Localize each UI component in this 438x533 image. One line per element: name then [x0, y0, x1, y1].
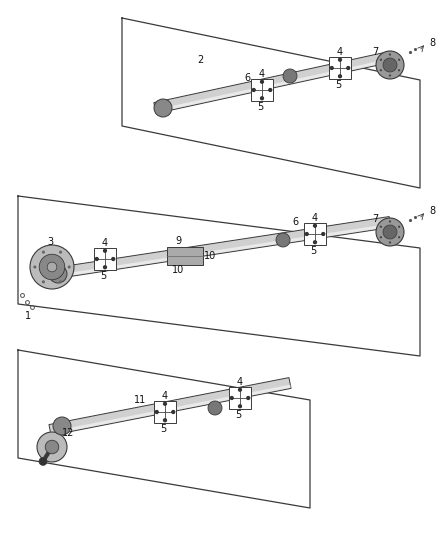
Circle shape — [53, 417, 71, 435]
Circle shape — [380, 225, 382, 228]
Circle shape — [314, 241, 316, 244]
Text: 10: 10 — [172, 265, 184, 275]
Bar — [329, 57, 351, 79]
Circle shape — [269, 88, 272, 92]
Circle shape — [380, 69, 382, 71]
Text: 5: 5 — [335, 80, 341, 90]
Text: 11: 11 — [134, 395, 146, 405]
Text: 12: 12 — [62, 428, 74, 438]
Circle shape — [398, 69, 400, 71]
Circle shape — [322, 232, 325, 236]
Circle shape — [39, 457, 47, 465]
Circle shape — [103, 266, 106, 269]
Circle shape — [339, 75, 342, 78]
Text: 5: 5 — [100, 271, 106, 281]
Circle shape — [230, 397, 233, 399]
Circle shape — [155, 410, 158, 414]
Text: 5: 5 — [257, 102, 263, 112]
Circle shape — [347, 67, 350, 69]
Circle shape — [239, 389, 241, 391]
Polygon shape — [154, 53, 386, 114]
Text: 4: 4 — [237, 377, 243, 387]
Text: 4: 4 — [312, 213, 318, 223]
Polygon shape — [155, 60, 386, 112]
Circle shape — [380, 236, 382, 238]
Text: 9: 9 — [175, 236, 181, 246]
Circle shape — [103, 249, 106, 252]
Circle shape — [389, 75, 391, 77]
Text: 4: 4 — [102, 238, 108, 248]
Circle shape — [37, 432, 67, 462]
Bar — [154, 401, 176, 423]
Circle shape — [389, 241, 391, 244]
Circle shape — [389, 220, 391, 223]
Text: 7: 7 — [372, 214, 378, 224]
Circle shape — [30, 245, 74, 289]
Bar — [304, 223, 326, 245]
Circle shape — [283, 69, 297, 83]
Text: 6: 6 — [292, 217, 298, 227]
Bar — [167, 247, 203, 265]
Circle shape — [276, 233, 290, 247]
Circle shape — [252, 88, 255, 92]
Circle shape — [376, 218, 404, 246]
Polygon shape — [49, 216, 391, 279]
Polygon shape — [50, 224, 391, 279]
Circle shape — [339, 58, 342, 61]
Text: 8: 8 — [429, 206, 435, 216]
Text: 8: 8 — [429, 38, 435, 48]
Circle shape — [172, 410, 175, 414]
Circle shape — [389, 53, 391, 55]
Bar — [251, 79, 273, 101]
Circle shape — [380, 59, 382, 61]
Circle shape — [239, 405, 241, 408]
Circle shape — [383, 225, 397, 239]
Circle shape — [112, 257, 115, 261]
Text: 5: 5 — [235, 410, 241, 420]
Circle shape — [398, 236, 400, 238]
Circle shape — [261, 80, 263, 83]
Text: 5: 5 — [160, 424, 166, 434]
Text: 2: 2 — [197, 55, 203, 65]
Circle shape — [261, 97, 263, 100]
Circle shape — [39, 254, 65, 280]
Text: 5: 5 — [310, 246, 316, 256]
Circle shape — [42, 251, 45, 254]
Circle shape — [314, 224, 316, 227]
Circle shape — [163, 419, 166, 422]
Text: 1: 1 — [25, 311, 31, 321]
Bar — [94, 248, 116, 270]
Polygon shape — [50, 385, 291, 434]
Polygon shape — [49, 377, 291, 435]
Circle shape — [33, 265, 36, 269]
Circle shape — [154, 99, 172, 117]
Circle shape — [47, 262, 57, 272]
Text: 7: 7 — [372, 47, 378, 57]
Text: 4: 4 — [337, 47, 343, 57]
Text: 6: 6 — [244, 73, 250, 83]
Circle shape — [67, 265, 71, 269]
Circle shape — [330, 67, 333, 69]
Circle shape — [42, 280, 45, 284]
Circle shape — [376, 51, 404, 79]
Circle shape — [59, 251, 62, 254]
Text: 3: 3 — [47, 237, 53, 247]
Circle shape — [163, 402, 166, 405]
Circle shape — [95, 257, 98, 261]
Circle shape — [383, 58, 397, 72]
Circle shape — [398, 225, 400, 228]
Circle shape — [49, 265, 67, 283]
Circle shape — [45, 440, 59, 454]
Text: 4: 4 — [162, 391, 168, 401]
Circle shape — [208, 401, 222, 415]
Circle shape — [398, 59, 400, 61]
Circle shape — [247, 397, 250, 399]
Circle shape — [59, 280, 62, 284]
Text: 10: 10 — [204, 251, 216, 261]
Circle shape — [305, 232, 308, 236]
Text: 4: 4 — [259, 69, 265, 79]
Bar — [229, 387, 251, 409]
